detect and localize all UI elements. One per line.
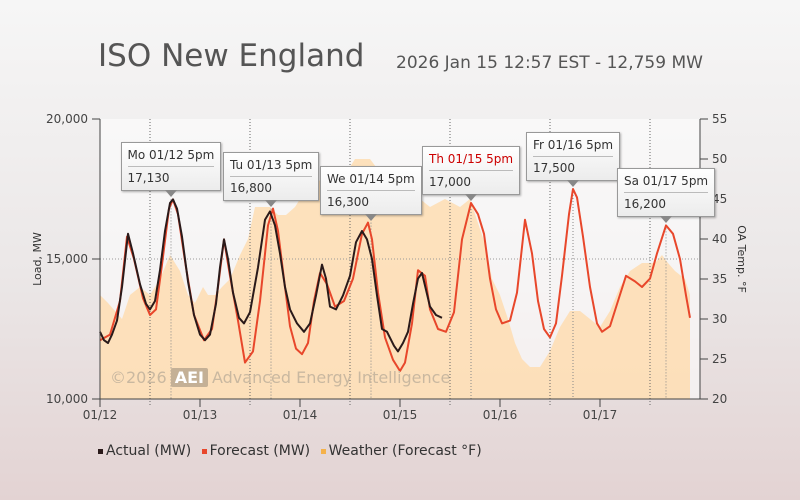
y-tick-label: 15,000 [46, 252, 88, 266]
peak-annotation-value: 17,000 [429, 175, 471, 189]
peak-annotation: Mo 01/12 5pm 17,130 [120, 142, 222, 198]
peak-annotation-day: Sa 01/17 5pm [624, 172, 709, 194]
peak-annotation-day: Th 01/15 5pm [429, 150, 514, 171]
actual-line [99, 198, 443, 353]
page-subtitle: 2026 Jan 15 12:57 EST - 12,759 MW [396, 53, 703, 73]
legend-swatch-forecast [201, 448, 207, 454]
x-tick-label: 01/12 [83, 408, 118, 422]
y-axis-label: Load, MW [31, 232, 44, 286]
peak-annotation-pointer [164, 190, 177, 198]
peak-annotation-pointer [567, 180, 580, 187]
peak-annotation-pointer [660, 216, 673, 224]
peak-annotation-day: Fr 01/16 5pm [533, 136, 614, 157]
peak-annotation-pointer [265, 199, 278, 207]
forecast-line [99, 188, 691, 372]
y2-tick-label: 55 [712, 112, 727, 126]
legend-label-actual: Actual (MW) [106, 443, 192, 459]
peak-annotation-day: We 01/14 5pm [327, 170, 415, 191]
peak-annotation: We 01/14 5pm 16,300 [320, 165, 422, 221]
x-tick-label: 01/13 [183, 408, 218, 422]
x-tick-label: 01/16 [483, 408, 518, 422]
legend-label-forecast: Forecast (MW) [209, 443, 311, 459]
y2-tick-label: 35 [712, 272, 727, 286]
y2-tick-label: 50 [712, 152, 727, 166]
y2-tick-label: 45 [712, 192, 727, 206]
x-tick-label: 01/15 [383, 408, 418, 422]
peak-annotation-pointer [465, 194, 478, 201]
legend-swatch-actual [98, 448, 103, 454]
y2-tick-label: 30 [712, 312, 727, 326]
y2-tick-label: 25 [712, 352, 727, 366]
aei-logo: AEI [170, 368, 208, 387]
y2-tick-label: 20 [712, 392, 727, 406]
peak-annotation: Fr 01/16 5pm 17,500 [526, 132, 621, 187]
legend-item-weather[interactable]: Weather (Forecast °F) [320, 443, 482, 459]
y-tick-label: 10,000 [46, 392, 88, 406]
peak-annotation-day: Mo 01/12 5pm [127, 146, 215, 168]
peak-annotation: Th 01/15 5pm 17,000 [422, 146, 521, 201]
peak-annotation-pointer [364, 213, 377, 221]
peak-annotation-value: 16,800 [230, 180, 272, 195]
x-tick-label: 01/14 [283, 408, 318, 422]
y2-axis-label: OA Temp. °F [735, 225, 748, 293]
legend-swatch-weather [320, 448, 326, 454]
watermark: ©2026 AEI Advanced Energy Intelligence [110, 368, 450, 387]
peak-annotation-day: Tu 01/13 5pm [230, 156, 313, 177]
page-title: ISO New England [98, 38, 365, 74]
y-tick-label: 20,000 [46, 112, 88, 126]
legend-item-actual[interactable]: Actual (MW) [98, 443, 191, 459]
peak-annotation-value: 16,200 [624, 197, 666, 212]
watermark-prefix: ©2026 [110, 368, 167, 387]
watermark-text: Advanced Energy Intelligence [211, 368, 451, 387]
peak-annotation: Sa 01/17 5pm 16,200 [617, 168, 716, 224]
peak-annotation-value: 17,130 [127, 171, 170, 186]
y2-tick-label: 40 [712, 232, 727, 246]
legend-label-weather: Weather (Forecast °F) [328, 443, 482, 459]
peak-annotation-value: 17,500 [533, 161, 575, 175]
x-tick-label: 01/17 [583, 408, 618, 422]
legend[interactable]: Actual (MW) Forecast (MW) Weather (Forec… [98, 443, 488, 459]
peak-annotation-value: 16,300 [327, 194, 369, 209]
legend-item-forecast[interactable]: Forecast (MW) [201, 443, 311, 459]
weather-area [100, 159, 690, 399]
peak-annotation: Tu 01/13 5pm 16,800 [223, 151, 320, 207]
